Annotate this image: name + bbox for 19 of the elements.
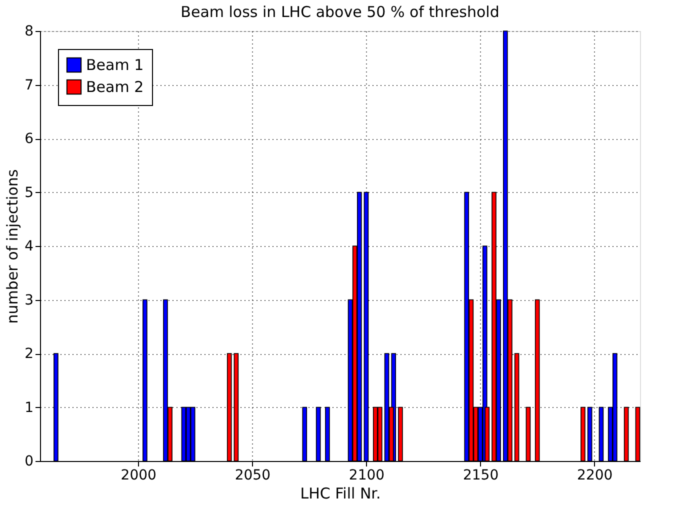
x-tick-label: 2150 [462,468,499,484]
y-tick-label: 8 [24,24,34,40]
y-tick-label: 2 [24,346,34,362]
legend-label: Beam 2 [86,78,144,96]
y-axis-title: number of injections [4,169,22,324]
x-tick-label: 2100 [348,468,385,484]
legend-label: Beam 1 [86,56,144,74]
y-tick-label: 5 [24,184,34,201]
y-tick-label: 7 [24,77,34,94]
x-tick-label: 2000 [120,468,156,484]
y-tick-label: 1 [24,400,34,416]
chart-title: Beam loss in LHC above 50 % of threshold [180,3,500,21]
x-axis-title: LHC Fill Nr. [300,484,381,502]
x-tick-label: 2200 [577,468,613,484]
x-tick-label: 2050 [234,468,270,484]
y-tick-label: 3 [24,292,34,308]
y-tick-label: 0 [24,454,34,470]
y-tick-label: 6 [24,131,34,147]
y-tick-label: 4 [24,238,34,254]
